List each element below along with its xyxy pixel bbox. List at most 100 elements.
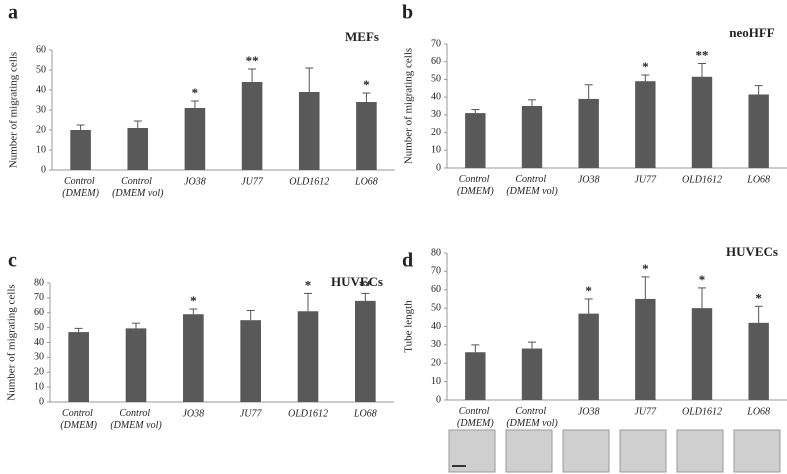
bar (691, 308, 713, 400)
x-tick-label: JO38 (184, 176, 206, 187)
y-tick-label: 70 (431, 38, 441, 49)
bar (297, 311, 319, 402)
bar (691, 76, 713, 168)
x-tick-label: Control (DMEM vol) (112, 176, 164, 199)
bar (748, 94, 769, 168)
significance: * (642, 59, 649, 74)
bar (125, 328, 147, 402)
bar (521, 106, 543, 168)
micrograph (619, 429, 667, 473)
bar (521, 348, 543, 400)
significance: * (755, 290, 762, 305)
y-tick-label: 10 (431, 376, 441, 387)
chart-title: HUVECs (331, 274, 383, 289)
x-tick-label: JO38 (578, 174, 600, 185)
y-tick-label: 0 (41, 164, 46, 175)
bar (184, 108, 206, 170)
significance: * (190, 293, 197, 308)
x-tick-label: JO38 (182, 408, 204, 419)
x-tick-label: JU77 (634, 174, 657, 185)
y-tick-label: 10 (34, 381, 44, 392)
bar (70, 130, 91, 170)
y-tick-label: 10 (431, 145, 441, 156)
panel-label: b (402, 2, 413, 24)
y-tick-label: 50 (34, 322, 44, 333)
significance: * (699, 272, 706, 287)
bar (127, 128, 149, 170)
bar (578, 98, 599, 168)
bar (356, 102, 377, 170)
bar (635, 298, 656, 400)
micrograph (505, 429, 553, 473)
y-tick-label: 50 (431, 74, 441, 85)
micrograph (733, 429, 781, 473)
y-tick-label: 0 (436, 394, 441, 405)
bar (298, 92, 320, 170)
y-tick-label: 70 (431, 266, 441, 277)
y-tick-label: 60 (36, 44, 46, 55)
bar (578, 313, 599, 400)
bar (635, 81, 656, 168)
y-tick-label: 80 (34, 277, 44, 288)
y-tick-label: 20 (36, 124, 46, 135)
y-tick-label: 50 (36, 64, 46, 75)
bar (355, 300, 376, 402)
y-axis-label: Number of migrating cells (403, 48, 415, 164)
significance: * (642, 261, 649, 276)
panel-label: d (402, 250, 413, 272)
y-axis-label: Number of migrating cells (6, 284, 18, 400)
y-tick-label: 30 (431, 339, 441, 350)
y-axis-label: Number of migrating cells (8, 52, 20, 168)
y-tick-label: 30 (431, 109, 441, 120)
x-tick-label: Control (DMEM) (60, 408, 97, 431)
y-tick-label: 60 (431, 56, 441, 67)
bar (68, 332, 89, 402)
x-tick-label: Control (DMEM) (457, 174, 494, 197)
y-tick-label: 60 (34, 307, 44, 318)
y-tick-label: 40 (431, 91, 441, 102)
significance: ** (696, 47, 709, 62)
micrographs (448, 429, 781, 473)
bar (465, 352, 486, 400)
x-tick-label: JU77 (634, 406, 657, 417)
y-tick-label: 20 (34, 367, 44, 378)
x-tick-label: OLD1612 (682, 174, 722, 185)
y-tick-label: 30 (34, 352, 44, 363)
y-tick-label: 40 (431, 321, 441, 332)
bar (241, 82, 263, 170)
x-tick-label: Control (DMEM) (62, 176, 99, 199)
bar (240, 320, 261, 402)
x-tick-label: JU77 (241, 176, 264, 187)
x-tick-label: JO38 (578, 406, 600, 417)
y-tick-label: 20 (431, 358, 441, 369)
micrograph (562, 429, 610, 473)
x-tick-label: Control (DMEM) (457, 406, 494, 429)
y-tick-label: 40 (34, 337, 44, 348)
y-tick-label: 70 (34, 292, 44, 303)
y-tick-label: 0 (436, 162, 441, 173)
significance: * (305, 277, 312, 292)
y-tick-label: 60 (431, 284, 441, 295)
panel-label: a (8, 2, 18, 24)
significance: * (192, 85, 199, 100)
x-tick-label: OLD1612 (682, 406, 722, 417)
y-tick-label: 0 (39, 396, 44, 407)
chart-title: neoHFF (729, 25, 775, 40)
y-tick-label: 40 (36, 84, 46, 95)
x-tick-label: Control (DMEM vol) (506, 174, 558, 197)
x-tick-label: OLD1612 (288, 408, 328, 419)
x-tick-label: LO68 (354, 176, 378, 187)
chart-title: MEFs (345, 29, 379, 44)
x-tick-label: Control (DMEM vol) (506, 406, 558, 429)
significance: ** (359, 277, 372, 292)
x-tick-label: JU77 (240, 408, 263, 419)
x-tick-label: LO68 (353, 408, 377, 419)
bar (748, 322, 769, 400)
micrograph (448, 429, 496, 473)
x-tick-label: Control (DMEM vol) (110, 408, 162, 431)
chart-title: HUVECs (726, 244, 778, 259)
x-tick-label: LO68 (746, 406, 770, 417)
bar (183, 314, 204, 402)
bar (465, 113, 486, 168)
